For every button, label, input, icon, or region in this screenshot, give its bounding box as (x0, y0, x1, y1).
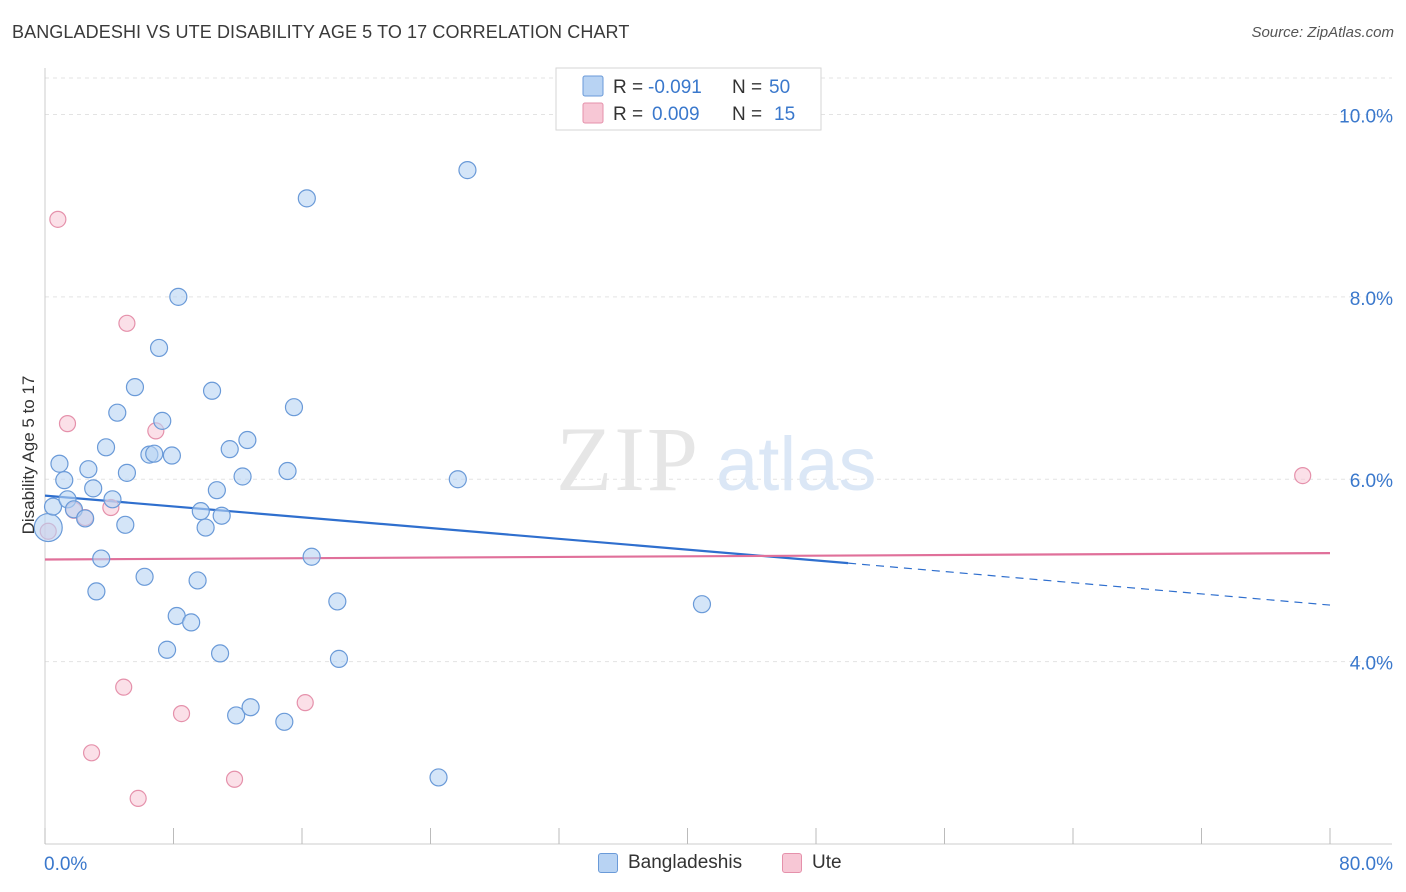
y-tick-label: 4.0% (1350, 654, 1393, 675)
bangladeshi-point (328, 592, 347, 611)
bangladeshi-point (87, 582, 106, 601)
ute-point (1294, 466, 1312, 485)
legend-item-bangladeshis: Bangladeshis (598, 852, 742, 874)
legend-swatch-bangladeshis (598, 853, 618, 873)
ute-point (58, 415, 77, 433)
bangladeshi-point (169, 287, 188, 306)
bangladeshi-point (153, 411, 172, 430)
legend-label-bangladeshis: Bangladeshis (628, 852, 743, 873)
bangladeshi-point (210, 644, 230, 663)
bangladeshi-point (220, 440, 239, 459)
y-tick-label: 6.0% (1350, 471, 1393, 492)
ute-point (82, 744, 101, 762)
bangladeshi-point (125, 378, 145, 397)
trend-line-bangladeshis-extrapolated (848, 562, 1331, 606)
legend-swatch-bangladeshis (582, 75, 604, 97)
source-label: Source: ZipAtlas.com (1251, 24, 1394, 41)
bangladeshi-point (458, 161, 477, 180)
ute-point (49, 210, 67, 228)
bangladeshi-point (191, 502, 210, 521)
legend-r-label: R = (613, 77, 643, 98)
bangladeshi-point (79, 460, 98, 479)
bangladeshi-point (50, 454, 69, 473)
bangladeshi-point (196, 518, 215, 537)
legend-n-label: N = (732, 77, 762, 98)
trend-line-bangladeshis (44, 494, 849, 565)
bangladeshi-point (227, 706, 246, 725)
y-tick-label: 10.0% (1339, 106, 1393, 127)
correlation-legend: R = -0.091 N = 50 R = 0.009 N = 15 (555, 67, 822, 131)
watermark-atlas: atlas (716, 422, 877, 507)
watermark: ZIP atlas (556, 408, 877, 510)
legend-swatch-ute (782, 853, 802, 873)
legend-n-label: N = (732, 104, 762, 125)
bangladeshi-point (233, 467, 252, 486)
bangladeshi-point (76, 509, 95, 528)
y-tick-label: 8.0% (1350, 289, 1393, 310)
bangladeshi-point (238, 430, 257, 450)
bangladeshi-point (241, 698, 260, 717)
bangladeshi-point (275, 712, 294, 731)
bangladeshi-point (692, 595, 712, 614)
bangladeshi-point (43, 497, 63, 516)
trend-line-ute (44, 552, 1331, 561)
bangladeshi-point (302, 547, 321, 566)
bangladeshi-point (96, 438, 116, 457)
legend-r-label: R = (613, 104, 643, 125)
series-legend: Bangladeshis Ute (0, 852, 1406, 876)
axes (44, 68, 1392, 845)
bangladeshi-point (103, 490, 122, 509)
x-tick-label-max: 80.0% (1339, 854, 1393, 875)
bangladeshi-point (157, 640, 177, 659)
bangladeshi-point (92, 549, 111, 568)
gridlines (45, 77, 1392, 663)
ute-point (129, 789, 147, 808)
legend-n-value-bangladeshis: 50 (769, 77, 790, 98)
bangladeshi-points (33, 161, 712, 787)
bangladeshi-point (182, 613, 201, 632)
bangladeshi-point (429, 768, 448, 787)
tick-labels: 4.0% 6.0% 8.0% 10.0% 0.0% 80.0% (44, 106, 1393, 875)
y-axis-label: Disability Age 5 to 17 (19, 376, 38, 535)
bangladeshi-point (207, 481, 226, 500)
bangladeshi-point (55, 471, 74, 490)
ute-point (115, 678, 133, 696)
ute-point (296, 694, 314, 712)
bangladeshi-point (116, 515, 135, 534)
bangladeshi-point (135, 567, 154, 586)
bangladeshi-point (108, 403, 127, 422)
bangladeshi-point (188, 571, 207, 590)
bangladeshi-point (284, 398, 304, 417)
legend-n-value-ute: 15 (774, 104, 795, 125)
ute-point (118, 314, 136, 332)
bangladeshi-point (149, 338, 169, 358)
x-tick-label-min: 0.0% (44, 854, 87, 875)
ute-point (225, 770, 244, 788)
bangladeshi-point (162, 446, 181, 465)
bangladeshi-point (448, 470, 467, 489)
watermark-zip: ZIP (556, 408, 700, 510)
bangladeshi-point (278, 461, 297, 481)
bangladeshi-point (33, 512, 63, 543)
bangladeshi-point (212, 506, 231, 525)
bangladeshi-point (202, 381, 222, 400)
legend-item-ute: Ute (782, 852, 842, 874)
bangladeshi-point (297, 189, 316, 208)
legend-r-value-bangladeshis: -0.091 (648, 77, 702, 98)
legend-label-ute: Ute (812, 852, 842, 873)
bangladeshi-point (117, 463, 137, 482)
chart-title: BANGLADESHI VS UTE DISABILITY AGE 5 TO 1… (12, 22, 630, 42)
bangladeshi-point (84, 479, 103, 498)
ute-point (172, 704, 191, 723)
bangladeshi-point (145, 444, 164, 463)
trend-lines (44, 494, 1331, 606)
legend-r-value-ute: 0.009 (652, 104, 700, 125)
legend-swatch-ute (582, 102, 604, 124)
bangladeshi-point (329, 649, 349, 668)
